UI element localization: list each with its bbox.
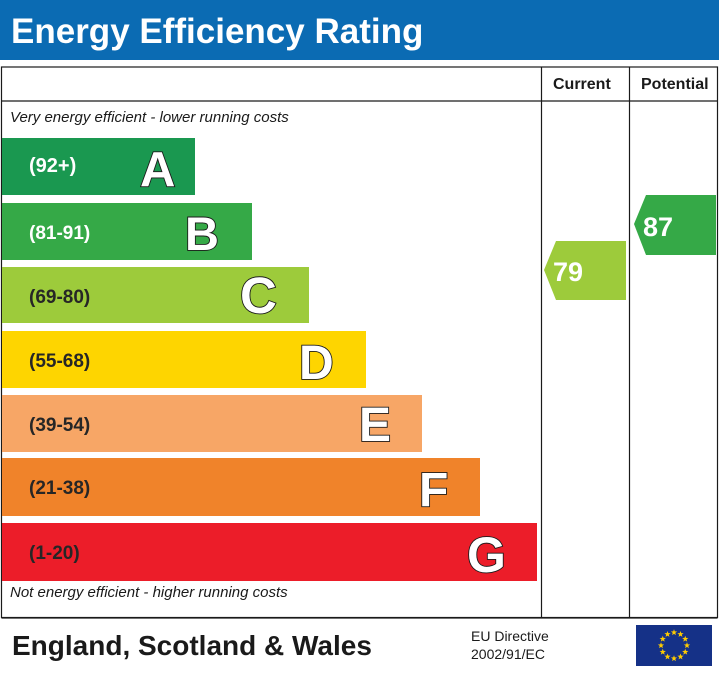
svg-text:D: D <box>299 337 334 390</box>
svg-text:(69-80): (69-80) <box>29 287 90 308</box>
svg-text:Very energy efficient - lower: Very energy efficient - lower running co… <box>10 109 289 126</box>
svg-text:F: F <box>419 464 448 517</box>
svg-text:England, Scotland & Wales: England, Scotland & Wales <box>12 630 372 661</box>
svg-text:EU Directive: EU Directive <box>471 628 549 644</box>
svg-text:(39-54): (39-54) <box>29 415 90 436</box>
svg-text:Potential: Potential <box>641 76 709 93</box>
svg-text:Not energy efficient - higher: Not energy efficient - higher running co… <box>10 584 288 601</box>
svg-text:(92+): (92+) <box>29 155 76 177</box>
svg-text:(55-68): (55-68) <box>29 351 90 372</box>
svg-text:A: A <box>140 143 175 197</box>
svg-text:E: E <box>359 399 391 452</box>
svg-text:87: 87 <box>643 212 673 242</box>
svg-text:C: C <box>240 267 277 324</box>
svg-text:(21-38): (21-38) <box>29 478 90 499</box>
svg-text:Current: Current <box>553 76 611 93</box>
svg-text:2002/91/EC: 2002/91/EC <box>471 646 545 662</box>
svg-text:G: G <box>467 527 506 583</box>
svg-text:(81-91): (81-91) <box>29 223 90 244</box>
svg-text:B: B <box>185 207 219 260</box>
svg-text:79: 79 <box>553 257 583 287</box>
svg-text:(1-20): (1-20) <box>29 543 80 564</box>
svg-text:Energy Efficiency Rating: Energy Efficiency Rating <box>11 12 423 51</box>
